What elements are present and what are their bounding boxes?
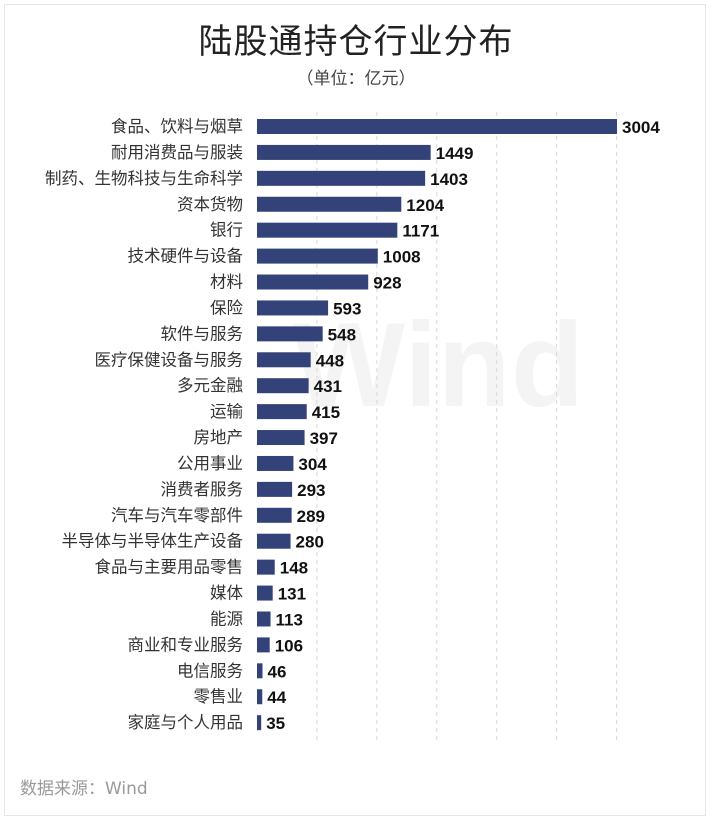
value-label: 106 [275, 636, 303, 655]
bar [257, 144, 431, 160]
watermark: Wind [292, 298, 584, 432]
category-label: 食品与主要用品零售 [95, 558, 244, 577]
value-label: 1008 [383, 248, 421, 267]
value-label: 1449 [436, 144, 474, 163]
bar [257, 585, 273, 601]
category-label: 消费者服务 [161, 480, 244, 499]
category-label: 能源 [210, 609, 243, 628]
data-source: 数据来源：Wind [20, 779, 148, 799]
value-label: 548 [328, 325, 356, 344]
value-label: 1204 [406, 196, 444, 215]
category-label: 软件与服务 [161, 324, 244, 343]
value-label: 431 [314, 377, 342, 396]
bar [257, 455, 294, 471]
category-label: 医疗保健设备与服务 [95, 350, 244, 369]
category-label: 制药、生物科技与生命科学 [45, 169, 243, 188]
bar [257, 352, 311, 368]
value-label: 46 [268, 662, 287, 681]
category-label: 食品、饮料与烟草 [111, 117, 243, 136]
bar [257, 170, 426, 186]
bar [257, 119, 617, 134]
category-labels: 食品、饮料与烟草耐用消费品与服装制药、生物科技与生命科学资本货物银行技术硬件与设… [45, 117, 244, 732]
category-label: 半导体与半导体生产设备 [62, 532, 244, 551]
bar [257, 300, 329, 316]
value-label: 131 [278, 585, 306, 604]
chart-subtitle: （单位：亿元） [296, 69, 416, 89]
category-label: 商业和专业服务 [128, 635, 244, 654]
bar [257, 430, 305, 446]
bar [257, 715, 262, 731]
value-label: 397 [310, 429, 338, 448]
bars [257, 119, 617, 731]
category-label: 银行 [210, 221, 243, 240]
bar [257, 326, 323, 342]
bar [257, 533, 291, 549]
bar [257, 481, 293, 497]
chart-frame [4, 4, 706, 816]
category-label: 材料 [210, 273, 243, 292]
category-label: 公用事业 [177, 454, 243, 473]
bar [257, 274, 369, 290]
bar [257, 196, 402, 212]
category-label: 耐用消费品与服装 [111, 143, 243, 162]
chart-title: 陆股通持仓行业分布 [198, 22, 514, 62]
value-label: 289 [297, 507, 325, 526]
value-label: 1403 [430, 170, 468, 189]
value-label: 304 [298, 455, 327, 474]
bar [257, 248, 378, 264]
bar [257, 507, 292, 523]
value-label: 148 [280, 559, 308, 578]
value-label: 280 [296, 533, 324, 552]
value-labels: 3004 1449 1403 1204 1171 1008 928 593 548 448 431 4… [266, 118, 660, 733]
bar [257, 222, 398, 238]
bar [257, 689, 263, 705]
value-label: 113 [276, 610, 303, 629]
bar [257, 611, 271, 627]
category-label: 汽车与汽车零部件 [111, 506, 243, 525]
bar [257, 559, 275, 575]
value-label: 415 [312, 403, 340, 422]
bar [257, 637, 270, 653]
value-label: 35 [266, 714, 285, 733]
category-label: 零售业 [194, 687, 244, 706]
category-label: 媒体 [210, 584, 244, 603]
category-label: 电信服务 [177, 661, 243, 680]
value-label: 593 [333, 299, 361, 318]
value-label: 1171 [402, 222, 439, 241]
value-label: 448 [316, 351, 344, 370]
category-label: 技术硬件与设备 [128, 247, 244, 266]
bar [257, 663, 263, 679]
grid-lines [316, 112, 618, 742]
category-label: 资本货物 [177, 195, 243, 214]
category-label: 保险 [210, 298, 244, 317]
value-label: 3004 [622, 118, 660, 137]
category-label: 家庭与个人用品 [128, 713, 244, 732]
value-label: 928 [373, 274, 401, 293]
bar [257, 378, 309, 394]
category-label: 多元金融 [177, 376, 243, 395]
value-label: 44 [267, 688, 286, 707]
category-label: 运输 [210, 402, 244, 421]
value-label: 293 [297, 481, 325, 500]
category-label: 房地产 [194, 428, 244, 447]
bar [257, 404, 307, 420]
